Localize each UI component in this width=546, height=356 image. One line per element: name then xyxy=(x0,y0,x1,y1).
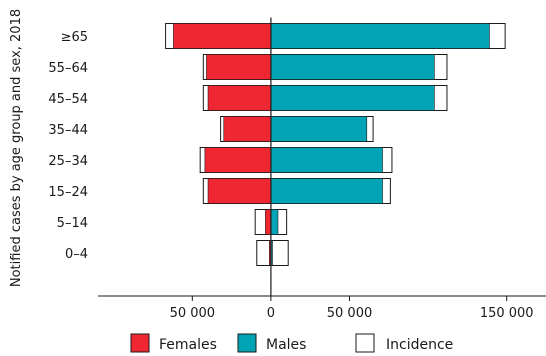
x-tick-label: 0 xyxy=(267,306,275,321)
male-bar xyxy=(270,209,279,235)
category-label: 45–54 xyxy=(48,92,88,107)
legend-swatch-incidence xyxy=(355,333,375,353)
legend-swatch-males xyxy=(237,333,257,353)
legend-swatch-females xyxy=(130,333,150,353)
axes xyxy=(98,295,546,301)
male-bars xyxy=(270,23,490,266)
category-label: 35–44 xyxy=(48,123,88,138)
x-tick-label: 50 000 xyxy=(170,306,216,321)
legend-label-incidence: Incidence xyxy=(386,337,453,353)
male-bar xyxy=(270,116,368,142)
female-bar xyxy=(173,23,272,49)
category-label: 25–34 xyxy=(48,154,88,169)
legend-label-males: Males xyxy=(266,337,306,353)
category-label: 0–4 xyxy=(65,247,88,262)
female-bar xyxy=(207,85,272,111)
female-bar xyxy=(223,116,272,142)
male-bar xyxy=(270,178,383,204)
legend: Females Males Incidence xyxy=(130,333,453,353)
category-labels: ≥65 55–64 45–54 35–44 25–34 15–24 5–14 0–4 xyxy=(48,30,88,262)
category-label: ≥65 xyxy=(61,30,88,45)
x-tick-labels: 50 000 0 50 000 150 000 xyxy=(170,306,534,321)
male-bar xyxy=(270,23,490,49)
female-bar xyxy=(207,178,272,204)
y-axis-title: Notified cases by age group and sex, 201… xyxy=(9,9,24,287)
male-bar xyxy=(270,54,435,80)
male-bar xyxy=(270,147,383,173)
x-tick-label: 150 000 xyxy=(480,306,534,321)
male-bar xyxy=(270,85,435,111)
female-bar xyxy=(265,209,272,235)
female-bar xyxy=(204,147,272,173)
female-bar xyxy=(206,54,272,80)
legend-label-females: Females xyxy=(159,337,217,353)
category-label: 5–14 xyxy=(57,216,88,231)
category-label: 15–24 xyxy=(48,185,88,200)
category-label: 55–64 xyxy=(48,61,88,76)
x-tick-label: 50 000 xyxy=(327,306,373,321)
female-bars xyxy=(173,23,272,266)
